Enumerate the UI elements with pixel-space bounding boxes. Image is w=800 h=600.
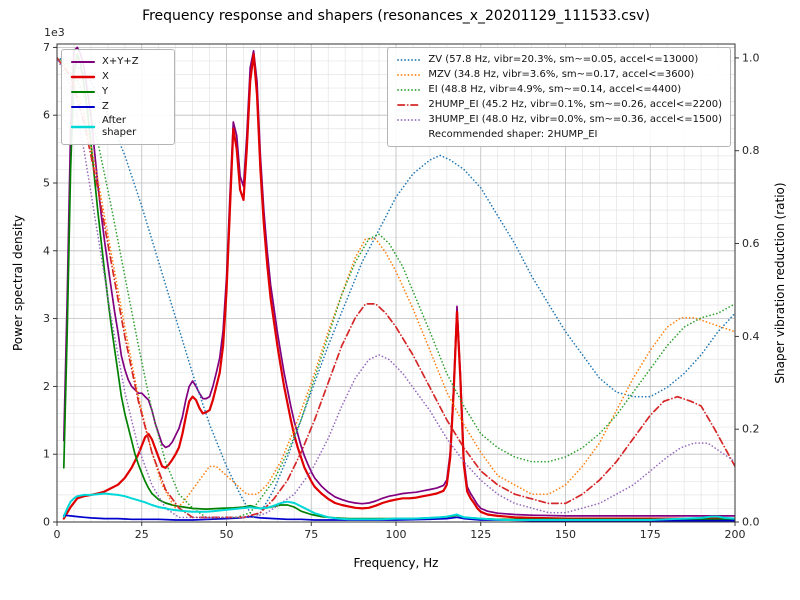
y-tick-label-left: 2: [43, 380, 50, 393]
y-tick-label-left: 6: [43, 109, 50, 122]
x-tick-label: 175: [640, 528, 661, 541]
x-tick-label: 150: [555, 528, 576, 541]
legend-label: Z: [102, 100, 109, 112]
x-tick-label: 0: [54, 528, 61, 541]
legend-entry: After shaper: [70, 115, 166, 139]
legend-entry: Y: [70, 85, 166, 98]
legend-entry: Recommended shaper: 2HUMP_EI: [396, 128, 722, 141]
series-psd-after-shaper: [62, 492, 735, 521]
y-axis-label-left: Power spectral density: [11, 214, 25, 352]
legend-entry: 3HUMP_EI (48.0 Hz, vibr=0.0%, sm~=0.36, …: [396, 113, 722, 126]
legend-label: After shaper: [102, 115, 137, 138]
y-tick-label-left: 7: [43, 41, 50, 54]
legend-entry: X+Y+Z: [70, 55, 166, 68]
legend-entry: EI (48.8 Hz, vibr=4.9%, sm~=0.14, accel<…: [396, 83, 722, 96]
legend-swatch-line: [397, 88, 422, 91]
legend-label: ZV (57.8 Hz, vibr=20.3%, sm~=0.05, accel…: [428, 53, 699, 65]
series-shaper-zv: [57, 57, 735, 519]
legend-label: 2HUMP_EI (45.2 Hz, vibr=0.1%, sm~=0.26, …: [428, 98, 722, 110]
legend-shapers: ZV (57.8 Hz, vibr=20.3%, sm~=0.05, accel…: [387, 47, 731, 147]
legend-label: EI (48.8 Hz, vibr=4.9%, sm~=0.14, accel<…: [428, 83, 682, 95]
x-tick-label: 100: [386, 528, 407, 541]
x-axis-label: Frequency, Hz: [353, 556, 439, 570]
y-tick-label-right: 0.6: [742, 237, 760, 250]
legend-label: MZV (34.8 Hz, vibr=3.6%, sm~=0.17, accel…: [428, 68, 695, 80]
y-tick-label-left: 4: [43, 244, 50, 257]
legend-swatch-line: [397, 103, 422, 106]
x-tick-label: 200: [725, 528, 746, 541]
y-tick-label-left: 1: [43, 448, 50, 461]
y-axis-offset-label: 1e3: [44, 26, 65, 39]
x-tick-label: 25: [135, 528, 149, 541]
legend-swatch-line: [397, 58, 422, 61]
x-tick-label: 75: [304, 528, 318, 541]
chart-title: Frequency response and shapers (resonanc…: [142, 8, 650, 24]
series-psd-x: [62, 53, 735, 520]
y-tick-label-left: 3: [43, 312, 50, 325]
legend-swatch-line: [71, 90, 95, 93]
legend-label: X+Y+Z: [102, 55, 139, 67]
y-tick-label-right: 0.0: [742, 516, 760, 529]
y-tick-label-left: 5: [43, 176, 50, 189]
x-tick-label: 125: [470, 528, 491, 541]
series-shaper-2hump-ei: [57, 57, 735, 519]
legend-entry: MZV (34.8 Hz, vibr=3.6%, sm~=0.17, accel…: [396, 68, 722, 81]
legend-swatch-line: [70, 125, 96, 129]
legend-entry: Z: [70, 100, 166, 113]
legend-psd: X+Y+Z X Y Z After shaper: [61, 49, 175, 145]
legend-label: Y: [102, 85, 109, 97]
series-shaper-ei: [57, 57, 735, 519]
legend-swatch-line: [70, 75, 96, 78]
y-tick-label-right: 0.8: [742, 144, 760, 157]
legend-entry: 2HUMP_EI (45.2 Hz, vibr=0.1%, sm~=0.26, …: [396, 98, 722, 111]
legend-label: 3HUMP_EI (48.0 Hz, vibr=0.0%, sm~=0.36, …: [428, 113, 722, 125]
series-shaper-mzv: [57, 57, 735, 509]
y-tick-label-right: 0.4: [742, 330, 760, 343]
legend-swatch-line: [397, 73, 422, 76]
legend-swatch-line: [71, 60, 95, 63]
y-tick-label-left: 0: [43, 516, 50, 529]
legend-label: X: [102, 70, 109, 82]
y-tick-label-right: 1.0: [742, 51, 760, 64]
legend-swatch-line: [397, 118, 422, 121]
legend-entry: X: [70, 70, 166, 83]
series-shaper-3hump-ei: [57, 57, 735, 519]
axis-ticks: [53, 46, 739, 526]
recommended-shaper-note: Recommended shaper: 2HUMP_EI: [428, 128, 598, 140]
legend-entry: ZV (57.8 Hz, vibr=20.3%, sm~=0.05, accel…: [396, 53, 722, 66]
y-tick-label-right: 0.2: [742, 423, 760, 436]
series-group: [57, 46, 735, 522]
y-axis-label-right: Shaper vibration reduction (ratio): [773, 182, 787, 384]
legend-swatch-line: [71, 105, 95, 108]
x-tick-label: 50: [220, 528, 234, 541]
